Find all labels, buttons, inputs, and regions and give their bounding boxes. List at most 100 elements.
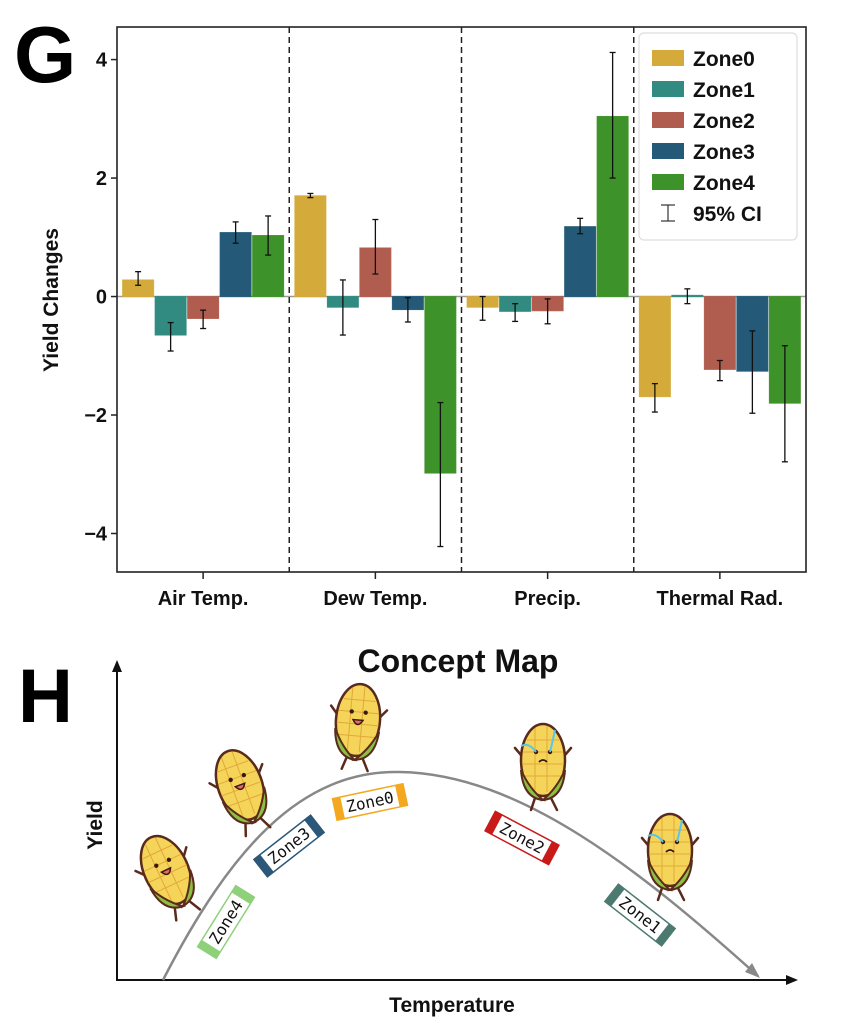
zone-tag-box (603, 883, 677, 947)
legend-swatch-zone2 (652, 112, 684, 128)
bar-zone0 (294, 195, 327, 298)
concept-axes (112, 660, 798, 985)
error-bar (437, 401, 444, 548)
error-bar (544, 298, 551, 325)
error-bar (716, 359, 723, 382)
legend: Zone0 Zone1 Zone2 Zone3 Zone4 95% CI (638, 32, 798, 241)
zone-tag-end (231, 885, 255, 905)
zone-tag-label: Zone2 (496, 818, 547, 857)
corn-mascot-icon (329, 682, 389, 773)
corn-mouth (351, 718, 365, 726)
x-tick-label: Air Temp. (158, 588, 249, 610)
error-bar (512, 302, 519, 323)
zone-tag-label: Zone4 (205, 897, 247, 948)
error-bar (404, 297, 411, 323)
curve-arrow-icon (745, 963, 760, 978)
y-tick-label: 2 (96, 168, 107, 190)
legend-swatch-zone1 (652, 81, 684, 97)
concept-map: H Concept Map Yield Temperature Zone4Zon… (18, 643, 798, 1017)
legend-swatch-zone4 (652, 174, 684, 190)
corn-eye (166, 857, 172, 862)
zone-tag-zone0: Zone0 (331, 782, 409, 822)
error-bar (577, 217, 584, 235)
corn-mascot-icon (134, 834, 202, 922)
panel-letter-g: G (14, 10, 76, 99)
zone-tag-end (541, 841, 559, 865)
corn-mouth (665, 849, 675, 853)
concept-y-label: Yield (84, 800, 107, 849)
corn-mouth (233, 782, 246, 791)
error-bar (479, 295, 486, 321)
corn-eye (363, 710, 368, 715)
corn-mascot-icon (640, 812, 700, 902)
y-tick-label: −4 (84, 523, 108, 545)
bar-zone0 (638, 296, 671, 398)
corn-kernels (649, 816, 691, 882)
x-axis-ticks: Air Temp. Dew Temp. Precip. Thermal Rad. (158, 572, 783, 610)
error-bar (339, 279, 346, 336)
legend-label: Zone1 (693, 79, 755, 102)
zone-tag-zone2: Zone2 (484, 810, 560, 866)
zone-tag-end (655, 923, 676, 946)
corn-eye (228, 777, 233, 783)
plot-area (116, 26, 807, 573)
zone-tag-end (253, 854, 274, 877)
error-bar (232, 221, 239, 244)
bar-zone3 (564, 226, 597, 298)
legend-label: 95% CI (693, 203, 762, 226)
error-bar (265, 215, 272, 256)
error-bar (372, 218, 379, 275)
corn-husk (251, 786, 268, 825)
error-bar (135, 271, 142, 286)
zone-tag-zone4: Zone4 (196, 884, 256, 960)
error-bar (749, 330, 756, 414)
corn-eye (154, 863, 159, 868)
bar-zone4 (252, 235, 285, 298)
legend-label: Zone3 (693, 141, 755, 164)
concept-x-label: Temperature (389, 994, 515, 1017)
error-bar (651, 382, 658, 413)
zone-tag-end (332, 797, 345, 821)
y-axis-ticks: −4 −2 0 2 4 (84, 50, 117, 545)
error-bar (609, 51, 616, 179)
legend-label: Zone4 (693, 172, 755, 195)
error-bar (307, 192, 314, 199)
corn-mascot-icon (513, 722, 573, 812)
bar-zone2 (703, 296, 736, 370)
ci-glyph-icon (661, 204, 675, 222)
y-tick-label: −2 (84, 405, 107, 427)
zone-tag-end (485, 811, 503, 835)
corn-mascot-icon (208, 749, 272, 838)
legend-label: Zone2 (693, 110, 755, 133)
corn-eye (241, 772, 247, 778)
zone-tag-end (395, 783, 408, 807)
y-tick-label: 4 (96, 50, 108, 72)
corn-mouth (159, 866, 172, 876)
corn-husk (351, 731, 381, 761)
corn-husk (180, 869, 195, 909)
zone-tag-zone1: Zone1 (603, 883, 677, 947)
legend-swatch-zone3 (652, 143, 684, 159)
corn-husk (666, 859, 693, 892)
zone-tag-end (604, 884, 625, 907)
corn-mouth (538, 759, 548, 763)
x-tick-label: Precip. (514, 588, 581, 610)
x-axis-arrow-icon (786, 975, 798, 985)
y-tick-label: 0 (96, 287, 107, 309)
plot-frame (116, 26, 807, 573)
legend-swatch-zone0 (652, 50, 684, 66)
x-tick-label: Dew Temp. (323, 588, 427, 610)
corn-kernels (522, 726, 564, 792)
tear-icon (520, 729, 556, 753)
yield-curve (161, 770, 759, 981)
zone-tag-end (304, 815, 325, 838)
zone-tag-zone3: Zone3 (252, 814, 326, 878)
y-axis-arrow-icon (112, 660, 122, 672)
concept-map-title: Concept Map (358, 643, 559, 679)
corn-eye (349, 709, 354, 714)
error-bar (200, 309, 207, 330)
error-bar (684, 288, 691, 305)
panel-letter-h: H (18, 654, 73, 739)
error-bar (167, 321, 174, 352)
